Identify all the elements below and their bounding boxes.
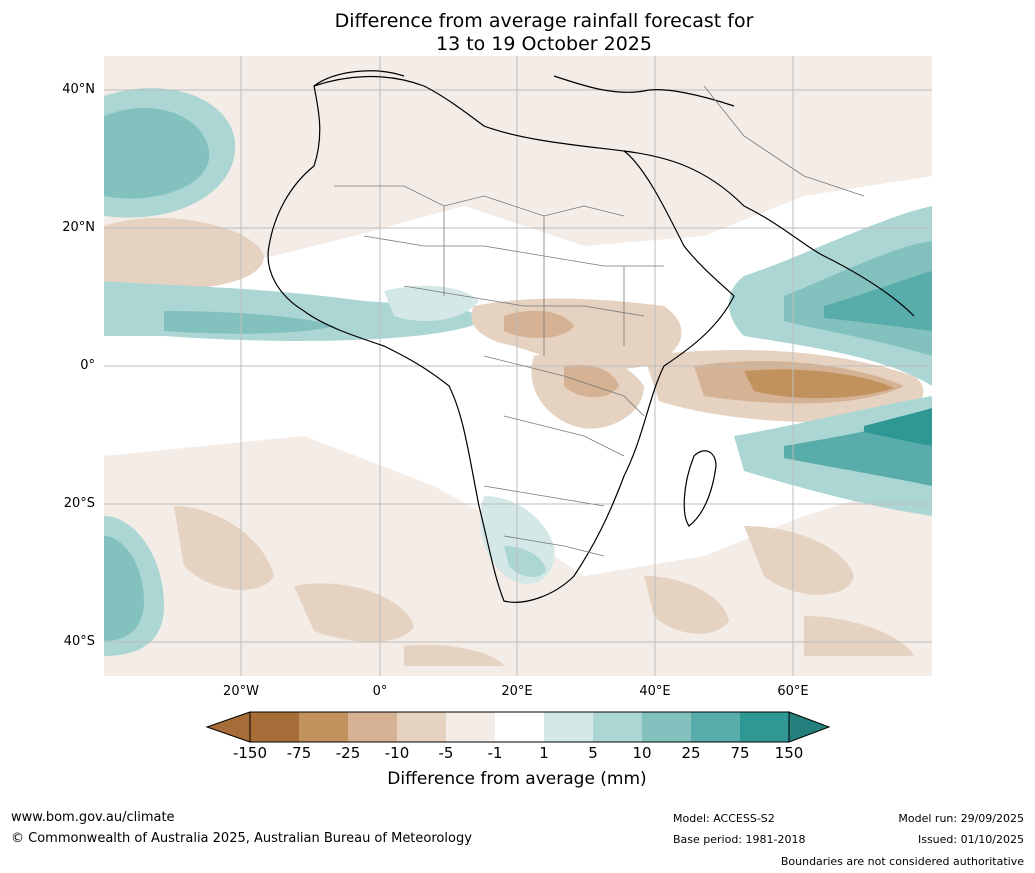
colorbar (205, 711, 831, 743)
disclaimer-text: Boundaries are not considered authoritat… (780, 855, 1024, 868)
title-line-1: Difference from average rainfall forecas… (334, 10, 754, 32)
colorbar-tick: 5 (588, 744, 598, 762)
colorbar-tick: 75 (730, 744, 750, 762)
colorbar-low-arrow (205, 711, 251, 743)
base-period-text: Base period: 1981-2018 (673, 833, 806, 846)
lat-label-40s: 40°S (63, 634, 95, 649)
colorbar-tick: -150 (232, 744, 268, 762)
colorbar-high-arrow (788, 711, 831, 743)
colorbar-tick: -1 (487, 744, 503, 762)
anomaly-shading (104, 56, 932, 676)
chart-title: Difference from average rainfall forecas… (0, 10, 1035, 56)
colorbar-tick: -25 (335, 744, 361, 762)
lat-label-20n: 20°N (62, 220, 95, 235)
colorbar-title: Difference from average (mm) (387, 769, 647, 789)
issued-text: Issued: 01/10/2025 (917, 833, 1024, 846)
model-run-text: Model run: 29/09/2025 (898, 812, 1024, 825)
country-borders (334, 85, 865, 557)
colorbar-swatch (642, 712, 691, 742)
colorbar-tick: 25 (681, 744, 701, 762)
colorbar-swatch (250, 712, 299, 742)
colorbar-tick: -75 (286, 744, 312, 762)
lat-label-20s: 20°S (63, 496, 95, 511)
lon-label-20e: 20°E (501, 684, 533, 699)
gridlines (104, 56, 932, 676)
coastlines (267, 70, 915, 603)
title-line-2: 13 to 19 October 2025 (436, 33, 652, 55)
colorbar-frame (249, 711, 790, 743)
copyright-text: © Commonwealth of Australia 2025, Austra… (11, 831, 472, 846)
lon-label-0: 0° (372, 684, 388, 699)
map-svg (104, 56, 932, 676)
lon-label-40e: 40°E (639, 684, 671, 699)
colorbar-tick: 10 (632, 744, 652, 762)
rainfall-anomaly-map (104, 56, 932, 676)
colorbar-tick: 1 (539, 744, 549, 762)
lon-label-20w: 20°W (223, 684, 259, 699)
colorbar-tick: -10 (384, 744, 410, 762)
colorbar-swatch (740, 712, 789, 742)
colorbar-tick: -5 (438, 744, 454, 762)
colorbar-swatch (544, 712, 593, 742)
model-text: Model: ACCESS-S2 (673, 812, 775, 825)
colorbar-swatch (446, 712, 495, 742)
colorbar-tick: 150 (774, 744, 804, 762)
colorbar-swatch (691, 712, 740, 742)
lat-label-0: 0° (80, 358, 95, 373)
colorbar-swatch (593, 712, 642, 742)
website-link[interactable]: www.bom.gov.au/climate (11, 810, 175, 825)
colorbar-swatch (299, 712, 348, 742)
colorbar-swatch (348, 712, 397, 742)
colorbar-swatch (495, 712, 544, 742)
colorbar-swatch (397, 712, 446, 742)
lon-label-60e: 60°E (777, 684, 809, 699)
lat-label-40n: 40°N (62, 82, 95, 97)
